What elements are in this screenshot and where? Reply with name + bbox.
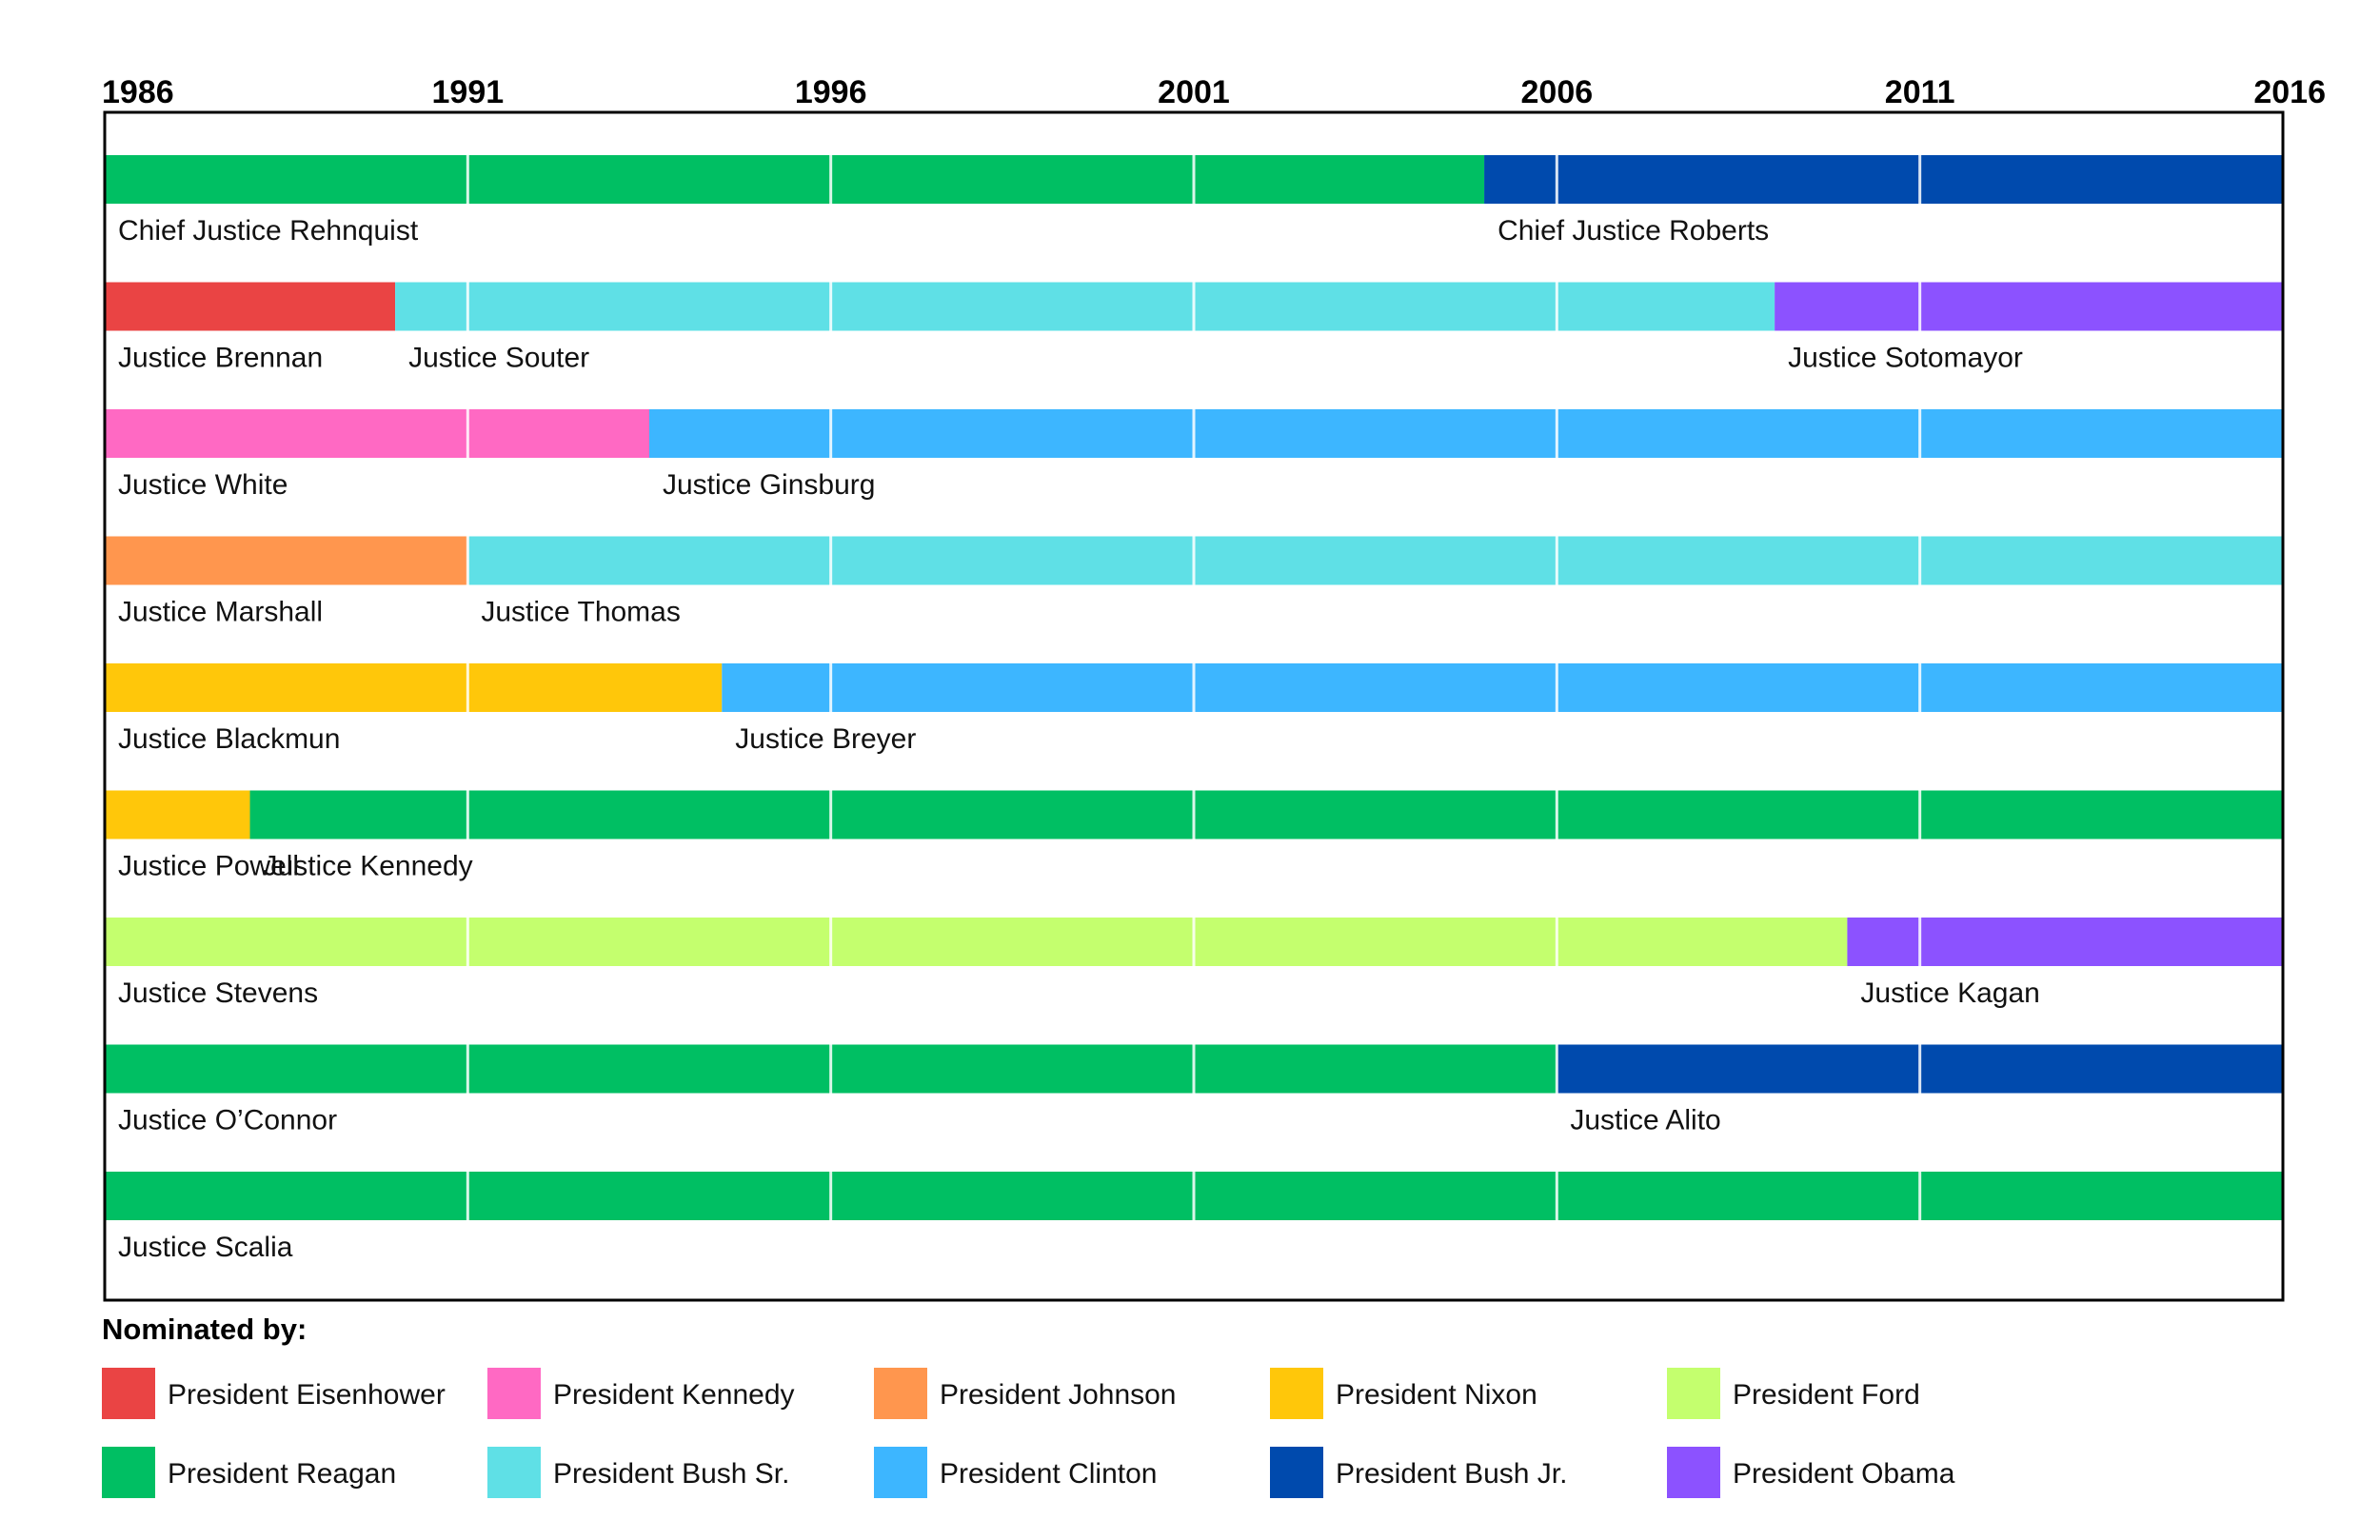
legend-swatch-president-kennedy — [487, 1368, 541, 1419]
label-justice-oconnor: Justice O’Connor — [118, 1105, 337, 1136]
legend: Nominated by: President Eisenhower Presid… — [102, 1313, 1955, 1498]
bar-justice-stevens — [105, 918, 1848, 966]
legend-swatch-president-clinton — [874, 1447, 927, 1498]
bar-justice-brennan — [105, 282, 396, 331]
legend-label-president-johnson: President Johnson — [940, 1379, 1177, 1411]
gridlines — [466, 112, 1922, 1300]
year-tick-1996: 1996 — [795, 74, 867, 110]
legend-swatch-president-reagan — [102, 1447, 155, 1498]
justice-labels: Chief Justice Rehnquist Chief Justice Rob… — [118, 215, 2040, 1263]
bar-justice-powell — [105, 790, 250, 839]
label-justice-alito: Justice Alito — [1570, 1105, 1720, 1136]
legend-label-president-bush-sr: President Bush Sr. — [553, 1458, 789, 1490]
legend-swatch-president-nixon — [1270, 1368, 1323, 1419]
label-justice-sotomayor: Justice Sotomayor — [1788, 343, 2023, 374]
label-justice-breyer: Justice Breyer — [735, 723, 916, 755]
bar-chief-justice-roberts — [1484, 155, 2283, 204]
legend-swatch-president-eisenhower — [102, 1368, 155, 1419]
label-justice-brennan: Justice Brennan — [118, 343, 323, 374]
legend-label-president-bush-jr: President Bush Jr. — [1336, 1458, 1567, 1490]
legend-swatch-president-bush-sr — [487, 1447, 541, 1498]
bar-justice-breyer — [722, 663, 2284, 712]
bar-justice-ginsburg — [649, 409, 2283, 458]
plot-frame — [103, 110, 2285, 1302]
label-justice-souter: Justice Souter — [408, 343, 589, 374]
legend-label-president-ford: President Ford — [1733, 1379, 1920, 1411]
legend-label-president-reagan: President Reagan — [168, 1458, 396, 1490]
legend-label-president-nixon: President Nixon — [1336, 1379, 1537, 1411]
label-justice-powell: Justice Powell — [118, 851, 299, 882]
year-tick-2011: 2011 — [1885, 74, 1955, 110]
year-tick-2006: 2006 — [1521, 74, 1594, 110]
bar-justice-kagan — [1847, 918, 2283, 966]
label-justice-ginsburg: Justice Ginsburg — [663, 469, 875, 501]
label-chief-justice-roberts: Chief Justice Roberts — [1497, 215, 1769, 247]
bar-justice-souter — [395, 282, 1775, 331]
legend-label-president-eisenhower: President Eisenhower — [168, 1379, 446, 1411]
bar-justice-blackmun — [105, 663, 723, 712]
bar-justice-sotomayor — [1775, 282, 2283, 331]
bar-justice-kennedy — [249, 790, 2284, 839]
label-justice-kagan: Justice Kagan — [1860, 977, 2039, 1009]
bar-chief-justice-rehnquist — [105, 155, 1485, 204]
legend-swatch-president-obama — [1667, 1447, 1720, 1498]
year-axis: 1986 1991 1996 2001 2006 2011 2016 — [102, 74, 2326, 110]
label-justice-stevens: Justice Stevens — [118, 977, 318, 1009]
year-tick-1986: 1986 — [102, 74, 174, 110]
bar-justice-marshall — [105, 536, 468, 585]
label-justice-thomas: Justice Thomas — [481, 597, 681, 628]
legend-label-president-kennedy: President Kennedy — [553, 1379, 795, 1411]
legend-label-president-clinton: President Clinton — [940, 1458, 1157, 1490]
bar-justice-white — [105, 409, 649, 458]
legend-swatch-president-ford — [1667, 1368, 1720, 1419]
legend-label-president-obama: President Obama — [1733, 1458, 1955, 1490]
label-justice-scalia: Justice Scalia — [118, 1232, 293, 1263]
legend-swatch-president-johnson — [874, 1368, 927, 1419]
bar-justice-thomas — [467, 536, 2283, 585]
label-justice-white: Justice White — [118, 469, 288, 501]
label-justice-marshall: Justice Marshall — [118, 597, 323, 628]
label-chief-justice-rehnquist: Chief Justice Rehnquist — [118, 215, 419, 247]
year-tick-2016: 2016 — [2253, 74, 2326, 110]
label-justice-blackmun: Justice Blackmun — [118, 723, 340, 755]
legend-swatch-president-bush-jr — [1270, 1447, 1323, 1498]
year-tick-1991: 1991 — [432, 74, 505, 110]
legend-title: Nominated by: — [102, 1313, 307, 1346]
label-justice-kennedy: Justice Kennedy — [264, 851, 473, 882]
year-tick-2001: 2001 — [1158, 74, 1230, 110]
